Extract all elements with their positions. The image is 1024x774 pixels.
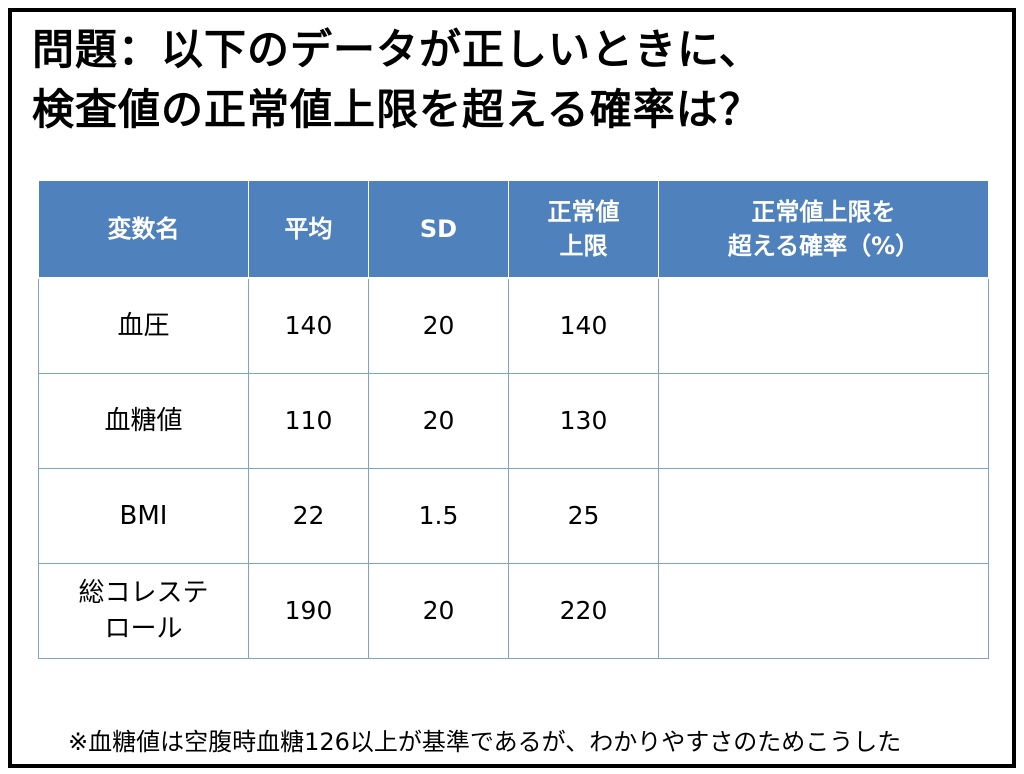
cell-variable-name: BMI [38,468,249,564]
cell-mean: 22 [248,468,369,564]
header-probability-line-1: 正常値上限を [751,198,896,226]
cell-variable-name: 血糖値 [38,373,249,469]
header-upper-limit: 正常値 上限 [508,180,659,279]
slide-frame: 問題：以下のデータが正しいときに、 検査値の正常値上限を超える確率は？ 変数名 … [8,8,1016,768]
cell-mean: 190 [248,563,369,659]
cell-sd: 20 [368,563,509,659]
header-upper-limit-line-2: 上限 [559,232,608,260]
header-sd-text: SD [419,215,458,243]
cell-upper-limit: 140 [508,277,659,374]
cell-upper-limit: 220 [508,563,659,659]
cell-variable-name-line-1: 総コレステ [78,578,209,608]
cell-upper-limit: 25 [508,468,659,564]
cell-sd: 20 [368,373,509,469]
header-probability: 正常値上限を 超える確率（%） [658,180,989,279]
header-probability-line-2: 超える確率（%） [727,232,920,260]
header-upper-limit-line-1: 正常値 [547,198,620,226]
header-sd: SD [368,180,509,279]
footnote: ※血糖値は空腹時血糖126以上が基準であるが、わかりやすさのためこうした [68,728,902,756]
header-variable-name-text: 変数名 [107,215,180,243]
cell-variable-name-line-2: ロール [104,614,183,644]
cell-probability[interactable] [658,373,989,469]
cell-variable-name-text: 血糖値 [104,406,183,436]
header-mean-text: 平均 [284,215,333,243]
cell-variable-name-text: 血圧 [117,311,170,341]
cell-probability[interactable] [658,563,989,659]
cell-mean: 110 [248,373,369,469]
header-mean: 平均 [248,180,369,279]
title-line-1: 問題：以下のデータが正しいときに、 [32,25,762,74]
table-header-row: 変数名 平均 SD 正常値 上限 正常値上限を 超える確率（%） [38,180,989,279]
header-variable-name: 変数名 [38,180,249,279]
cell-probability[interactable] [658,468,989,564]
cell-sd: 1.5 [368,468,509,564]
data-table: 変数名 平均 SD 正常値 上限 正常値上限を 超える確率（%） [38,180,989,659]
cell-variable-name: 血圧 [38,277,249,374]
table-row: 血糖値 110 20 130 [38,373,989,469]
cell-upper-limit: 130 [508,373,659,469]
cell-mean: 140 [248,277,369,374]
page-title: 問題：以下のデータが正しいときに、 検査値の正常値上限を超える確率は？ [32,20,992,140]
cell-probability[interactable] [658,277,989,374]
cell-variable-name-text: BMI [119,501,168,531]
cell-variable-name: 総コレステ ロール [38,563,249,659]
table-row: 総コレステ ロール 190 20 220 [38,563,989,659]
table-row: BMI 22 1.5 25 [38,468,989,564]
title-line-2: 検査値の正常値上限を超える確率は？ [32,85,762,134]
cell-sd: 20 [368,277,509,374]
table-row: 血圧 140 20 140 [38,277,989,374]
